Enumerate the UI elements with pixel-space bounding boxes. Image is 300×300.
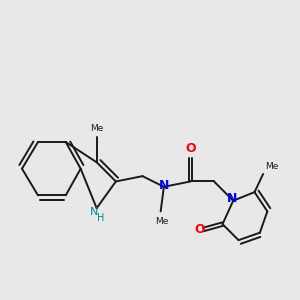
Text: Me: Me [90, 124, 103, 133]
Text: O: O [185, 142, 196, 155]
Text: H: H [97, 213, 104, 224]
Text: N: N [159, 179, 169, 192]
Text: N: N [226, 192, 237, 205]
Text: Me: Me [156, 217, 169, 226]
Text: N: N [90, 207, 98, 217]
Text: Me: Me [265, 162, 278, 171]
Text: O: O [194, 223, 205, 236]
